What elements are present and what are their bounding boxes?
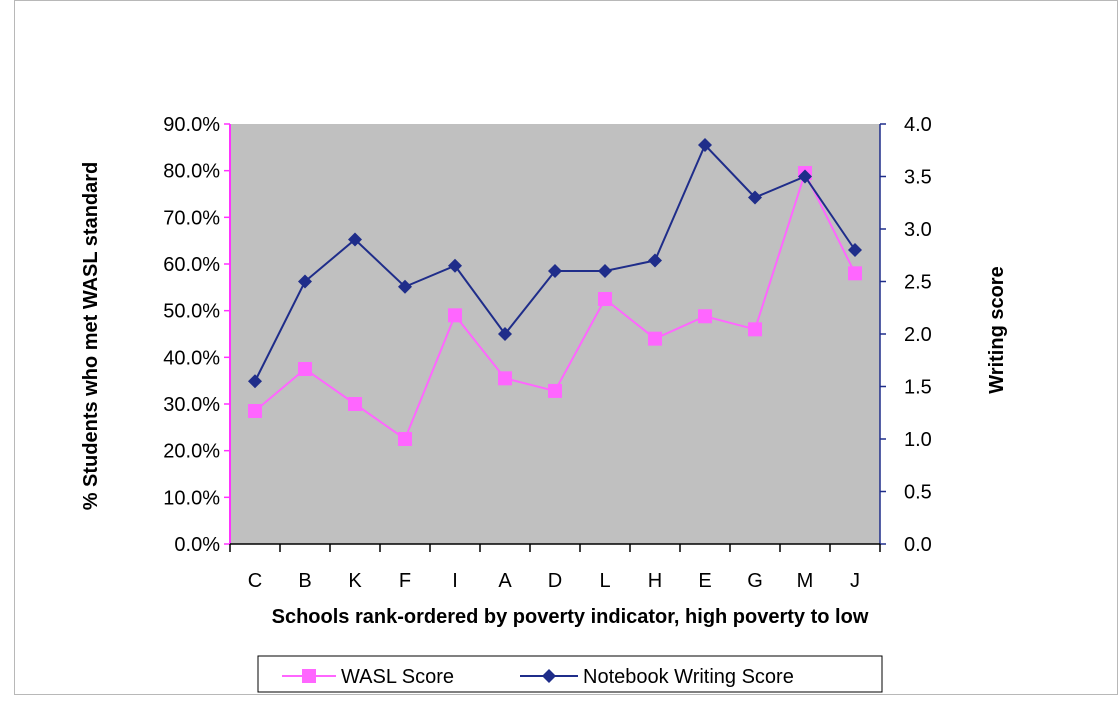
data-point-wasl bbox=[848, 266, 862, 281]
x-tick-label: E bbox=[698, 570, 711, 592]
data-point-wasl bbox=[648, 331, 662, 346]
x-tick-label: G bbox=[747, 570, 763, 592]
y-axis-right-title: Writing score bbox=[986, 266, 1008, 393]
left-tick-label: 60.0% bbox=[163, 254, 220, 276]
data-point-wasl bbox=[598, 292, 612, 306]
right-tick-label: 3.0 bbox=[904, 219, 932, 241]
data-point-wasl bbox=[498, 371, 512, 386]
data-point-notebook bbox=[448, 258, 462, 273]
right-tick-label: 0.5 bbox=[904, 482, 932, 504]
right-tick-label: 1.5 bbox=[904, 377, 932, 399]
x-tick-label: M bbox=[797, 570, 814, 592]
data-point-notebook bbox=[698, 138, 712, 152]
left-tick-label: 0.0% bbox=[174, 534, 220, 556]
right-tick-label: 2.0 bbox=[904, 324, 932, 346]
legend-label-wasl: WASL Score bbox=[341, 666, 454, 688]
data-point-notebook bbox=[498, 327, 512, 341]
x-tick-label: C bbox=[248, 570, 262, 592]
x-tick-label: D bbox=[548, 570, 562, 592]
data-point-notebook bbox=[748, 190, 762, 205]
series-layer bbox=[248, 138, 862, 446]
right-tick-label: 1.0 bbox=[904, 429, 932, 451]
legend-marker-notebook bbox=[542, 669, 556, 683]
data-point-wasl bbox=[398, 432, 412, 446]
left-tick-label: 20.0% bbox=[163, 441, 220, 463]
data-point-notebook bbox=[348, 232, 362, 247]
legend-box bbox=[257, 655, 883, 693]
left-tick-label: 80.0% bbox=[163, 161, 220, 183]
y-axis-left-title: % Students who met WASL standard bbox=[80, 162, 102, 511]
right-y-ticks: 0.0 0.5 1.0 1.5 2.0 2.5 3.0 3.5 4.0 bbox=[880, 114, 932, 556]
legend-marker-wasl bbox=[302, 669, 316, 683]
left-tick-label: 10.0% bbox=[163, 487, 220, 509]
legend: WASL Score Notebook Writing Score bbox=[257, 655, 883, 693]
right-tick-label: 4.0 bbox=[904, 114, 932, 136]
x-tick-label: A bbox=[498, 570, 512, 592]
left-tick-label: 50.0% bbox=[163, 301, 220, 323]
left-tick-label: 90.0% bbox=[163, 114, 220, 136]
data-point-wasl bbox=[548, 383, 562, 398]
chart-frame bbox=[14, 0, 1118, 695]
x-tick-label: B bbox=[298, 570, 311, 592]
data-point-wasl bbox=[248, 404, 262, 418]
x-tick-label: K bbox=[348, 570, 362, 592]
data-point-notebook bbox=[598, 264, 612, 278]
data-point-notebook bbox=[398, 279, 412, 294]
left-tick-label: 40.0% bbox=[163, 347, 220, 369]
plot-area bbox=[230, 124, 880, 544]
data-point-wasl bbox=[448, 308, 462, 323]
data-point-wasl bbox=[298, 362, 312, 376]
x-tick-label: H bbox=[648, 570, 662, 592]
data-point-notebook bbox=[298, 274, 312, 289]
right-tick-label: 3.5 bbox=[904, 167, 932, 189]
data-point-notebook bbox=[798, 169, 812, 184]
data-point-notebook bbox=[648, 253, 662, 268]
data-point-notebook bbox=[248, 374, 262, 389]
data-point-notebook bbox=[848, 243, 862, 257]
data-point-wasl bbox=[348, 397, 362, 411]
legend-label-notebook: Notebook Writing Score bbox=[583, 666, 794, 688]
x-tick-label: L bbox=[599, 570, 610, 592]
left-tick-label: 70.0% bbox=[163, 207, 220, 229]
data-point-notebook bbox=[548, 264, 562, 278]
right-tick-label: 0.0 bbox=[904, 534, 932, 556]
left-tick-label: 30.0% bbox=[163, 394, 220, 416]
x-axis-title: Schools rank-ordered by poverty indicato… bbox=[272, 606, 869, 628]
x-tick-label: I bbox=[452, 570, 458, 592]
right-tick-label: 2.5 bbox=[904, 272, 932, 294]
x-tick-label: F bbox=[399, 570, 411, 592]
x-tick-label: J bbox=[850, 570, 860, 592]
data-point-wasl bbox=[748, 322, 762, 337]
left-y-ticks: 0.0% 10.0% 20.0% 30.0% 40.0% 50.0% 60.0% 70.0% 8… bbox=[163, 114, 230, 556]
data-point-wasl bbox=[698, 309, 712, 324]
